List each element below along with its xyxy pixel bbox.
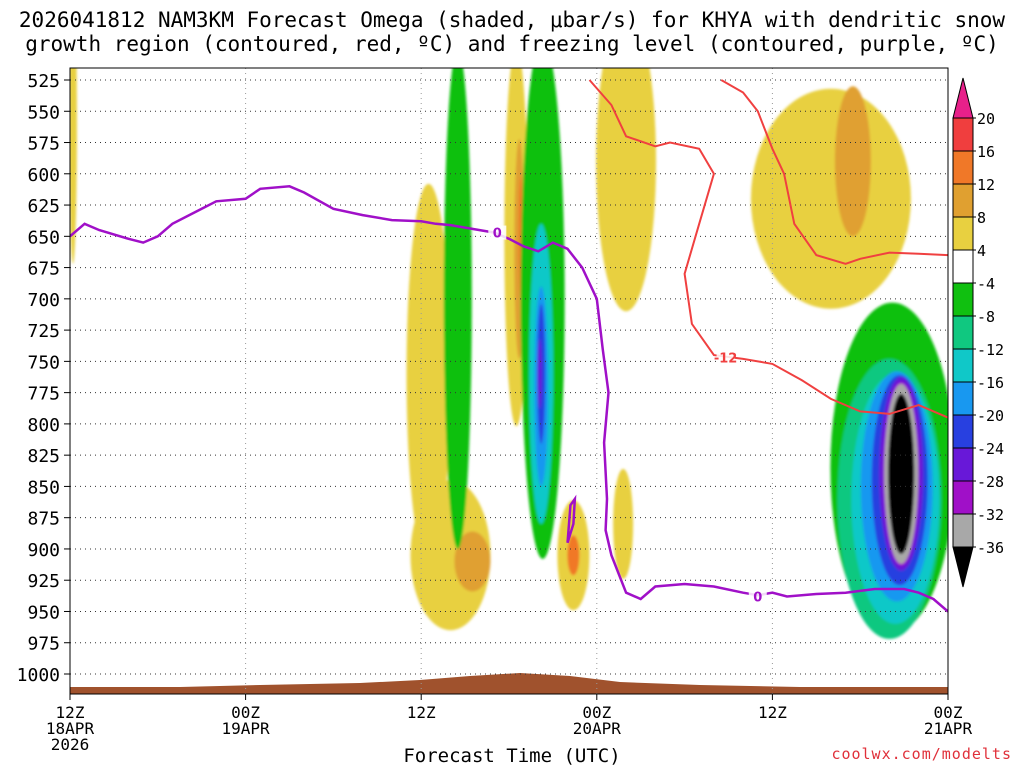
axes: 525 550 575 600 625 650 675 700 725 750 775 800 825 8… bbox=[17, 67, 973, 754]
x-tick-label: 00Z bbox=[934, 703, 963, 722]
colorbar-label: -4 bbox=[977, 275, 995, 293]
y-tick-label: 800 bbox=[27, 415, 60, 436]
omega-pos-mid bbox=[406, 183, 451, 564]
dendritic-contour-upper bbox=[720, 79, 948, 265]
colorbar-label: 12 bbox=[977, 176, 995, 194]
colorbar: 20 16 12 8 4 -4 -8 -12 -16 -20 -24 -28 -32 -36 bbox=[952, 77, 1004, 588]
chart-title-line1: 2026041812 NAM3KM Forecast Omega (shaded… bbox=[18, 8, 1006, 32]
colorbar-bin bbox=[952, 315, 974, 350]
y-tick-label: 600 bbox=[27, 165, 60, 186]
x-tick-label: 19APR bbox=[222, 719, 271, 738]
x-tick-label: 00Z bbox=[231, 703, 260, 722]
colorbar-bin bbox=[952, 513, 974, 548]
x-tick-label: 18APR bbox=[46, 719, 95, 738]
colorbar-bin bbox=[952, 447, 974, 482]
x-tick-label: 12Z bbox=[407, 703, 436, 722]
y-tick-label: 725 bbox=[27, 321, 60, 342]
omega-pos-low-mid-core bbox=[567, 535, 580, 576]
y-tick-label: 750 bbox=[27, 352, 60, 373]
freezing-level-label: 0 bbox=[493, 227, 502, 242]
x-tick-label: 12Z bbox=[758, 703, 787, 722]
colorbar-label: -20 bbox=[977, 407, 1004, 425]
y-tick-label: 650 bbox=[27, 227, 60, 248]
x-tick-label: 20APR bbox=[573, 719, 622, 738]
omega-pos-far-right bbox=[750, 88, 911, 309]
colorbar-label: 20 bbox=[977, 110, 995, 128]
omega-pos-far-right-core bbox=[834, 86, 871, 237]
dendritic-contour-line bbox=[588, 79, 948, 419]
colorbar-label: -12 bbox=[977, 341, 1004, 359]
y-tick-label: 900 bbox=[27, 540, 60, 561]
colorbar-bin bbox=[952, 183, 974, 218]
freezing-level-label-2: 0 bbox=[753, 590, 762, 605]
colorbar-bin bbox=[952, 150, 974, 185]
x-tick-label: 2026 bbox=[51, 735, 90, 754]
x-tick-label: 00Z bbox=[582, 703, 611, 722]
colorbar-bin bbox=[952, 249, 974, 284]
freezing-level-line bbox=[70, 185, 948, 613]
omega-pos-left-edge bbox=[70, 68, 77, 264]
x-tick-label: 12Z bbox=[56, 703, 85, 722]
credit-text: coolwx.com/modelts bbox=[831, 745, 1012, 763]
colorbar-over-triangle bbox=[952, 77, 974, 119]
colorbar-label: 8 bbox=[977, 209, 986, 227]
colorbar-label: -32 bbox=[977, 506, 1004, 524]
colorbar-under-triangle bbox=[952, 546, 974, 588]
plot-frame bbox=[69, 67, 949, 695]
y-tick-label: 700 bbox=[27, 290, 60, 311]
freezing-level-label-bg bbox=[488, 225, 507, 240]
y-tick-label: 975 bbox=[27, 634, 60, 655]
freezing-level-label-2-bg bbox=[748, 589, 767, 604]
dendritic-contour-label: -12 bbox=[714, 352, 738, 367]
y-tick-label: 525 bbox=[27, 71, 60, 92]
colorbar-label: 16 bbox=[977, 143, 995, 161]
y-tick-label: 875 bbox=[27, 509, 60, 530]
y-tick-label: 1000 bbox=[17, 665, 60, 686]
y-tick-label: 850 bbox=[27, 477, 60, 498]
y-tick-label: 925 bbox=[27, 571, 60, 592]
omega-pos-lower-core bbox=[454, 531, 491, 592]
y-tick-label: 575 bbox=[27, 134, 60, 155]
colorbar-bin bbox=[952, 381, 974, 416]
colorbar-bin bbox=[952, 282, 974, 317]
colorbar-bin bbox=[952, 216, 974, 251]
terrain-ground bbox=[70, 673, 948, 694]
colorbar-label: -16 bbox=[977, 374, 1004, 392]
colorbar-label: -36 bbox=[977, 539, 1004, 557]
ground-band bbox=[70, 673, 948, 694]
x-axis-label: Forecast Time (UTC) bbox=[403, 745, 621, 767]
dendritic-contour-label-bg bbox=[716, 350, 735, 365]
colorbar-label: 4 bbox=[977, 242, 986, 260]
contour-lines: 0 0 -12 bbox=[70, 79, 948, 613]
colorbar-label: -8 bbox=[977, 308, 995, 326]
omega-neg-column-purple bbox=[537, 338, 542, 409]
y-tick-label: 550 bbox=[27, 102, 60, 123]
omega-neg-main-black bbox=[888, 393, 915, 554]
colorbar-bin bbox=[952, 414, 974, 449]
colorbar-bin bbox=[952, 348, 974, 383]
y-tick-label: 775 bbox=[27, 384, 60, 405]
omega-pos-right-upper bbox=[596, 68, 657, 312]
colorbar-label: -28 bbox=[977, 473, 1004, 491]
omega-neg-green-strip bbox=[443, 68, 472, 549]
colorbar-bin bbox=[952, 480, 974, 515]
colorbar-label: -24 bbox=[977, 440, 1004, 458]
y-tick-label: 625 bbox=[27, 196, 60, 217]
freezing-level-loop bbox=[566, 494, 577, 544]
chart-title-line2: growth region (contoured, red, ºC) and f… bbox=[25, 32, 999, 56]
y-tick-label: 950 bbox=[27, 602, 60, 623]
y-tick-label: 825 bbox=[27, 446, 60, 467]
omega-pos-low-column bbox=[613, 468, 634, 579]
omega-shading bbox=[70, 68, 948, 639]
y-tick-label: 675 bbox=[27, 259, 60, 280]
x-tick-label: 21APR bbox=[924, 719, 973, 738]
colorbar-bin bbox=[952, 117, 974, 152]
